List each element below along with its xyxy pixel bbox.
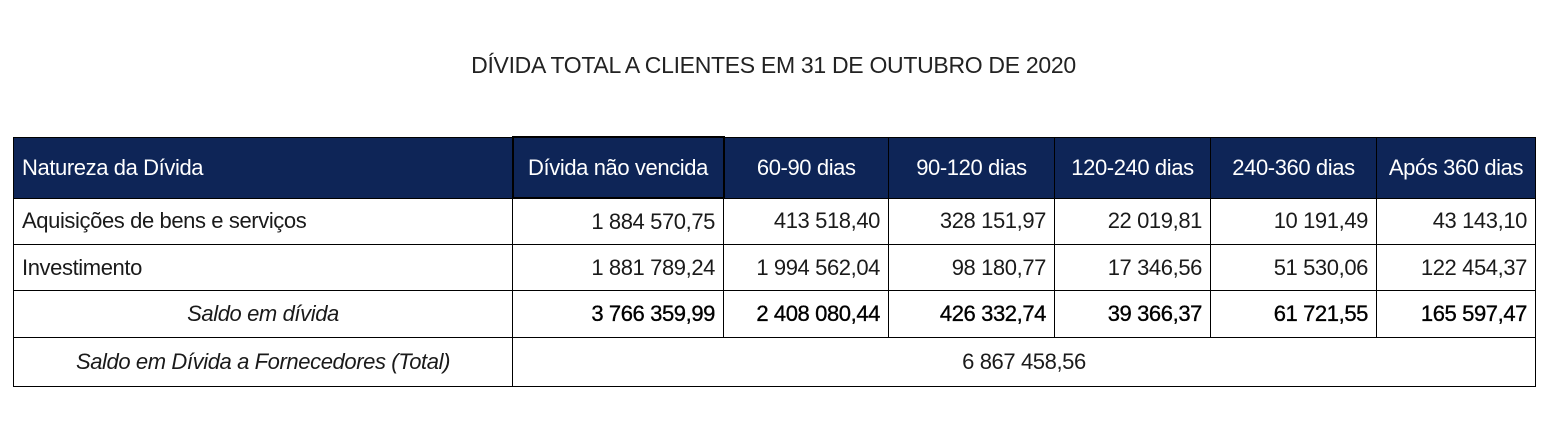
row-label: Aquisições de bens e serviços [13,197,513,245]
table-cell: 10 191,49 [1210,197,1377,245]
subtotal-cell: 426 332,74 [888,290,1055,338]
subtotal-cell: 61 721,55 [1210,290,1377,338]
table-cell: 17 346,56 [1054,244,1211,291]
table-cell: 413 518,40 [723,197,889,245]
table-cell: 1 994 562,04 [723,244,889,291]
table-header-row: Natureza da Dívida Dívida não vencida 60… [13,136,1536,199]
table-row: Aquisições de bens e serviços 1 884 570,… [13,197,1536,245]
column-header-240-360: 240-360 dias [1210,136,1377,199]
subtotal-cell: 2 408 080,44 [723,290,889,338]
table-cell: 1 881 789,24 [512,244,724,291]
total-label: Saldo em Dívida a Fornecedores (Total) [13,337,513,387]
subtotal-cell: 3 766 359,99 [512,290,724,338]
column-header-120-240: 120-240 dias [1054,136,1211,199]
document-title: DÍVIDA TOTAL A CLIENTES EM 31 DE OUTUBRO… [471,52,1076,78]
table-cell: 98 180,77 [888,244,1055,291]
column-header-not-due: Dívida não vencida [511,136,725,199]
table-cell: 51 530,06 [1210,244,1377,291]
total-value: 6 867 458,56 [512,337,1536,387]
table-cell: 1 884 570,75 [512,197,724,245]
row-label: Investimento [13,244,513,291]
subtotal-row: Saldo em dívida 3 766 359,99 2 408 080,4… [13,290,1536,338]
column-header-60-90: 60-90 dias [723,136,889,199]
table-row: Investimento 1 881 789,24 1 994 562,04 9… [13,244,1536,291]
total-row: Saldo em Dívida a Fornecedores (Total) 6… [13,337,1536,387]
table-cell: 22 019,81 [1054,197,1211,245]
column-header-after-360: Após 360 dias [1376,136,1536,199]
table-cell: 43 143,10 [1376,197,1536,245]
subtotal-cell: 165 597,47 [1376,290,1536,338]
subtotal-cell: 39 366,37 [1054,290,1211,338]
subtotal-label: Saldo em dívida [13,290,513,338]
column-header-nature: Natureza da Dívida [13,136,513,199]
debt-table: Natureza da Dívida Dívida não vencida 60… [13,136,1536,387]
table-cell: 328 151,97 [888,197,1055,245]
column-header-90-120: 90-120 dias [888,136,1055,199]
table-cell: 122 454,37 [1376,244,1536,291]
